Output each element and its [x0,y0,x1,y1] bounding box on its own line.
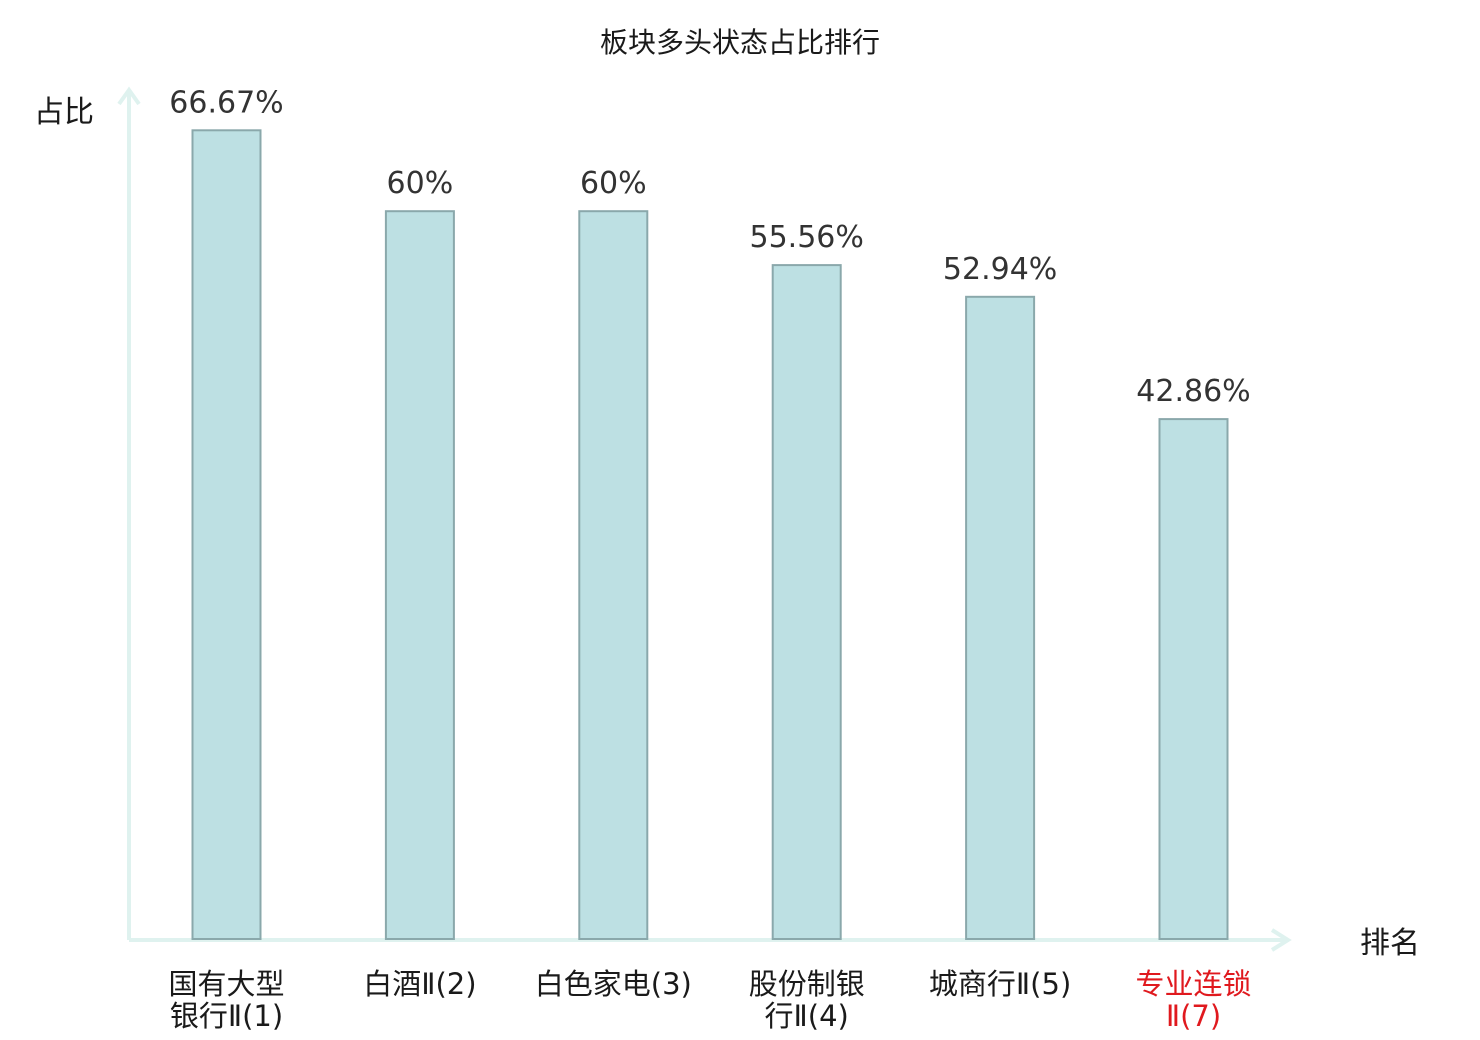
value-labels: 66.67% 60% 60% 55.56% 52.94% 42.86% [169,85,1250,409]
data-label: 66.67% [169,85,283,120]
x-tick-label: 银行Ⅱ(1) [170,999,283,1033]
x-tick-label: 国有大型 [168,967,284,1001]
bar-series [191,129,1229,941]
x-tick-label: 白酒Ⅱ(2) [363,967,476,1001]
x-axis-label: 排名 [1360,926,1420,961]
data-label: 60% [387,166,454,201]
y-axis-arrow-icon [117,86,141,106]
data-label: 60% [580,166,647,201]
x-tick-label: 行Ⅱ(4) [765,999,849,1033]
y-axis-label: 占比 [34,95,94,130]
x-tick-label: Ⅱ(7) [1166,999,1221,1033]
bar [965,295,1036,940]
data-label: 55.56% [750,220,864,255]
bar [771,264,842,941]
chart-title: 板块多头状态占比排行 [600,26,880,59]
x-axis-arrow-icon [1270,928,1292,952]
bar [1158,418,1229,941]
x-tick-label: 股份制银 [749,967,865,1001]
bar [578,210,649,940]
x-tick-label: 专业连锁 [1135,967,1251,1001]
bar [384,210,455,940]
data-label: 42.86% [1136,374,1250,409]
bar [191,129,262,941]
x-tick-label: 白色家电(3) [535,967,692,1001]
data-label: 52.94% [943,252,1057,287]
x-tick-label: 城商行Ⅱ(5) [929,967,1071,1001]
